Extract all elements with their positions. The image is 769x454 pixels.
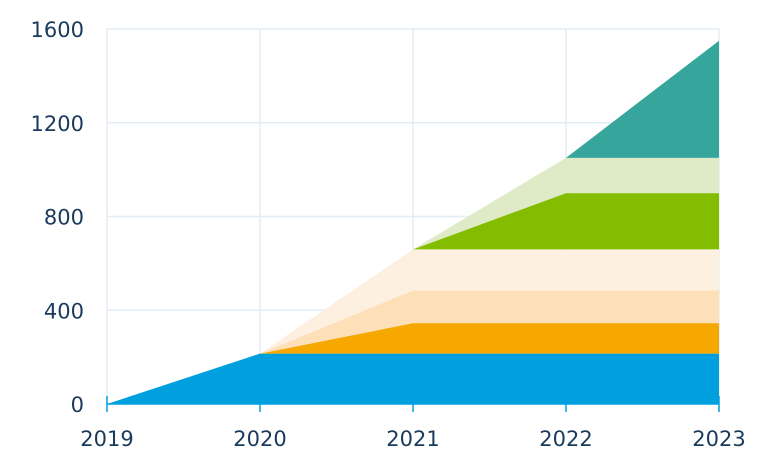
y-tick-label: 0 xyxy=(71,393,84,417)
area-series-group xyxy=(107,40,719,404)
area-series-4 xyxy=(107,249,719,404)
x-tick-label: 2020 xyxy=(233,427,286,451)
area-series-3 xyxy=(107,290,719,404)
area-series-5 xyxy=(107,193,719,404)
area-series-1 xyxy=(107,353,719,404)
y-tick-label: 1200 xyxy=(31,112,84,136)
tick-labels: 0 400 800 1200 1600 2019 2020 2021 2022 2023 xyxy=(31,18,746,451)
area-series-2 xyxy=(107,323,719,404)
y-tick-label: 400 xyxy=(44,299,84,323)
x-tick-label: 2023 xyxy=(692,427,745,451)
x-tick-label: 2019 xyxy=(80,427,133,451)
y-tick-label: 800 xyxy=(44,206,84,230)
x-tick-label: 2022 xyxy=(539,427,592,451)
x-tick-label: 2021 xyxy=(386,427,439,451)
area-series-6 xyxy=(107,157,719,404)
axes xyxy=(106,396,720,412)
y-tick-label: 1600 xyxy=(31,18,84,42)
